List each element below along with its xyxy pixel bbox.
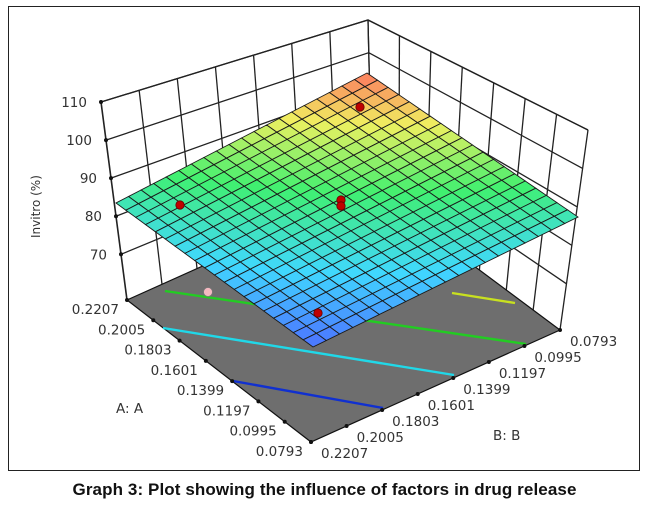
z-tick-label: 90 [80,171,97,187]
b-tick-label: 0.0995 [534,350,581,366]
b-tick-mark [522,344,527,348]
a-axis-label: A: A [116,401,144,417]
b-tick-mark [344,424,349,428]
a-tick-label: 0.1803 [124,343,171,359]
design-points [175,102,365,318]
a-tick-label: 0.0793 [256,444,303,460]
b-tick-label: 0.2207 [321,446,368,462]
surface-cell [302,332,328,348]
design-point [336,201,346,211]
a-tick-label: 0.2207 [72,302,119,318]
z-tick-label: 80 [85,209,102,225]
a-tick-label: 0.1601 [151,363,198,379]
figure-caption: Graph 3: Plot showing the influence of f… [72,480,577,499]
b-tick-mark [558,328,562,332]
floor-point [203,287,213,297]
b-tick-mark [451,376,456,380]
contour-line [162,326,455,377]
contour-line [451,291,516,305]
b-tick-label: 0.2005 [357,430,404,446]
b-tick-label: 0.0793 [570,334,617,350]
b-tick-label: 0.1601 [428,398,475,414]
a-tick-mark [151,318,156,323]
b-tick-label: 0.1803 [392,414,439,430]
a-tick-label: 0.2005 [98,322,145,338]
z-axis-ticks: 70 80 90 100 110 [61,95,123,263]
z-tick-label: 100 [66,133,92,149]
a-axis-ticks: 0.2207 0.2005 0.1803 0.1601 0.1399 0.1197 0.09… [72,298,313,460]
a-tick-mark [256,399,261,404]
b-tick-mark [380,408,385,412]
a-tick-mark [282,419,287,424]
z-tick-mark [104,138,108,143]
a-tick-mark [125,298,129,302]
z-tick-mark [114,214,118,219]
design-point [313,308,323,318]
response-surface [115,72,579,348]
z-tick-mark [109,176,113,181]
design-point [175,200,185,210]
z-tick-label: 110 [61,95,87,111]
floor-projection-point [203,287,213,297]
a-tick-mark [203,358,208,363]
back-left-wall-gridline [100,101,128,301]
a-tick-label: 0.0995 [229,424,276,440]
b-tick-label: 0.1197 [499,366,546,382]
a-tick-label: 0.1197 [203,403,250,419]
b-tick-label: 0.1399 [463,382,510,398]
b-tick-mark [415,392,420,396]
z-tick-mark [99,100,103,104]
contour-line [232,379,384,410]
wall-horizontal-gridline [100,19,589,131]
a-tick-mark [230,379,235,384]
b-axis-label: B: B [493,428,520,444]
a-tick-label: 0.1399 [177,383,224,399]
b-tick-mark [309,440,313,444]
b-tick-mark [486,360,491,364]
back-right-wall-gridline [559,129,589,331]
wall-horizontal-gridline [105,51,583,170]
z-tick-label: 70 [90,247,107,263]
design-point [355,102,365,112]
chart-frame [8,6,640,471]
a-tick-mark [177,338,182,343]
b-axis-ticks: 0.07930.09950.11970.13990.16010.18030.20… [309,328,617,462]
z-tick-mark [119,252,123,257]
z-axis-label: Invitro (%) [29,175,43,238]
